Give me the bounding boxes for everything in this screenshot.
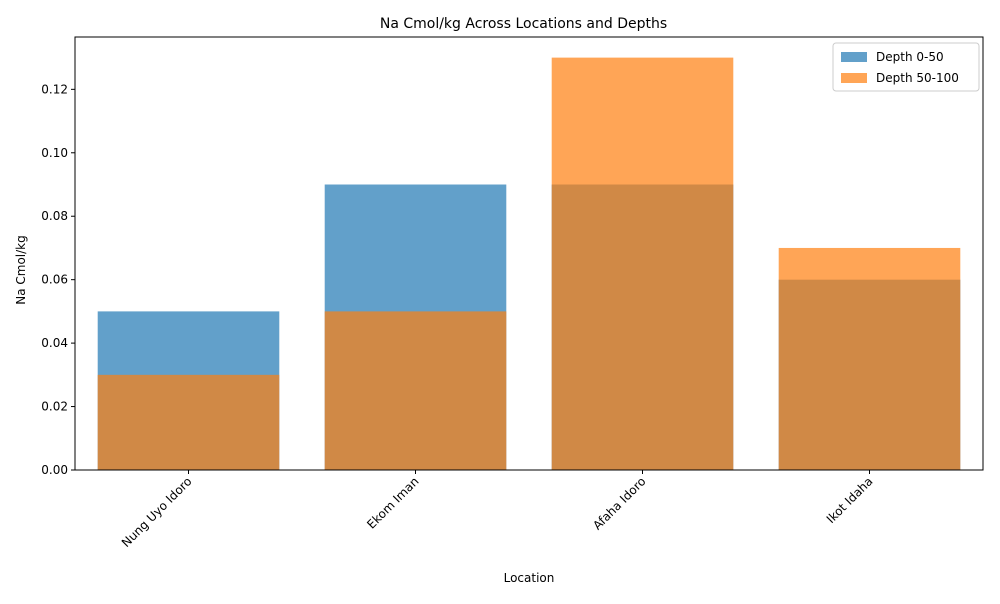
legend: Depth 0-50 Depth 50-100	[832, 42, 980, 92]
x-tick-label: Ekom Iman	[364, 474, 421, 531]
bar-depth-50-100-nung-uyo-idoro	[97, 374, 280, 470]
y-tick-label: 0.06	[41, 273, 68, 287]
y-axis-label: Na Cmol/kg	[14, 235, 28, 305]
y-tick-label: 0.04	[41, 336, 68, 350]
bars-layer	[97, 57, 961, 470]
y-tick-label: 0.00	[41, 463, 68, 477]
legend-swatch-depth-0-50	[841, 52, 867, 62]
bar-depth-50-100-ikot-idaha	[778, 247, 961, 470]
plot-frame	[74, 36, 984, 471]
y-tick-label: 0.12	[41, 82, 68, 96]
y-tick-label: 0.08	[41, 209, 68, 223]
legend-label-depth-0-50: Depth 0-50	[876, 50, 944, 64]
bar-depth-50-100-afaha-idoro	[551, 57, 734, 470]
legend-swatch-depth-50-100	[841, 73, 867, 83]
chart-title: Na Cmol/kg Across Locations and Depths	[380, 16, 667, 32]
x-axis-label: Location	[504, 571, 555, 585]
y-tick-label: 0.10	[41, 146, 68, 160]
x-tick-label: Ikot Idaha	[824, 474, 876, 526]
bar-depth-50-100-ekom-iman	[324, 311, 507, 470]
y-tick-label: 0.02	[41, 400, 68, 414]
x-tick-label: Afaha Idoro	[590, 474, 648, 532]
x-tick-label: Nung Uyo Idoro	[119, 474, 195, 550]
legend-label-depth-50-100: Depth 50-100	[876, 71, 959, 85]
legend-frame	[832, 42, 980, 92]
